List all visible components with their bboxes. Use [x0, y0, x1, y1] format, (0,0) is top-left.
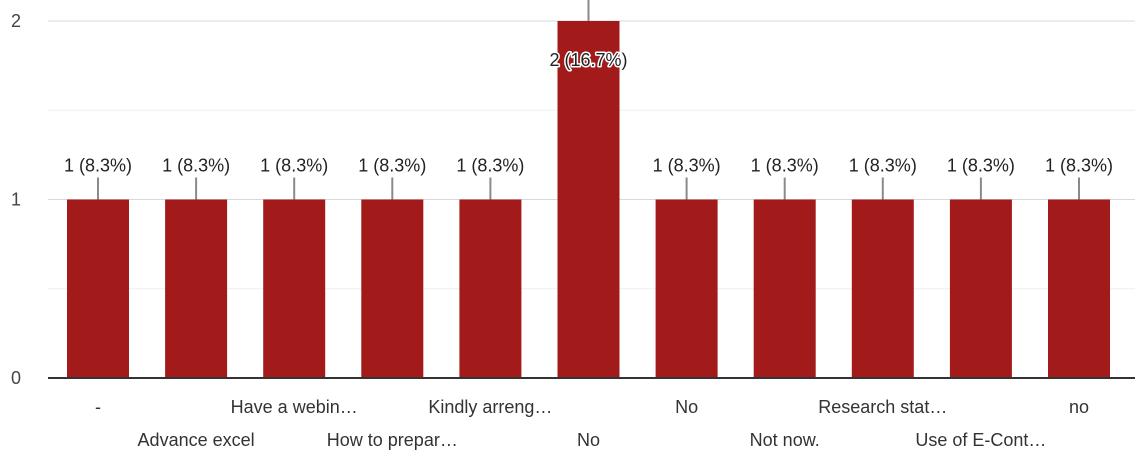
bar: [949, 199, 1012, 378]
x-tick-label: -: [95, 397, 101, 417]
bar: [753, 199, 816, 378]
bar: [851, 199, 914, 378]
y-tick-label: 0: [11, 368, 21, 388]
y-tick-label: 2: [11, 11, 21, 31]
bar: [459, 199, 522, 378]
data-label: 1 (8.3%): [260, 156, 328, 176]
x-tick-label: Have a webin…: [231, 397, 358, 417]
data-label: 1 (8.3%): [751, 156, 819, 176]
x-tick-label: no: [1069, 397, 1089, 417]
data-labels: 1 (8.3%) 1 (8.3%) 1 (8.3%) 1 (8.3%) 1 (8.3%)…: [62, 0, 1115, 200]
y-tick-label: 1: [11, 190, 21, 210]
x-tick-label: Research stat…: [818, 397, 947, 417]
y-axis-ticks: 0 1 2: [11, 11, 21, 388]
data-label: 1 (8.3%): [456, 156, 524, 176]
data-label: 1 (8.3%): [849, 156, 917, 176]
bar: [361, 199, 424, 378]
data-label: 1 (8.3%): [653, 156, 721, 176]
x-tick-label: No: [675, 397, 698, 417]
bars: [67, 21, 1110, 378]
x-tick-label: Not now.: [750, 430, 820, 450]
data-label: 2 (16.7%): [549, 50, 627, 70]
x-axis-labels: - Advance excel Have a webin… How to prepar…: [95, 397, 1089, 450]
data-label: 1 (8.3%): [64, 156, 132, 176]
x-tick-label: No: [577, 430, 600, 450]
x-tick-label: Kindly arreng…: [428, 397, 552, 417]
x-tick-label: Use of E-Cont…: [915, 430, 1046, 450]
x-tick-label: Advance excel: [138, 430, 255, 450]
bar: [67, 199, 129, 378]
bar: [165, 199, 228, 378]
data-label: 1 (8.3%): [1045, 156, 1113, 176]
data-label: 1 (8.3%): [947, 156, 1015, 176]
data-label: 1 (8.3%): [358, 156, 426, 176]
bar: [1048, 199, 1110, 378]
data-label: 1 (8.3%): [162, 156, 230, 176]
bar: [557, 21, 620, 378]
bar: [655, 199, 718, 378]
x-tick-label: How to prepar…: [327, 430, 458, 450]
bar: [263, 199, 326, 378]
